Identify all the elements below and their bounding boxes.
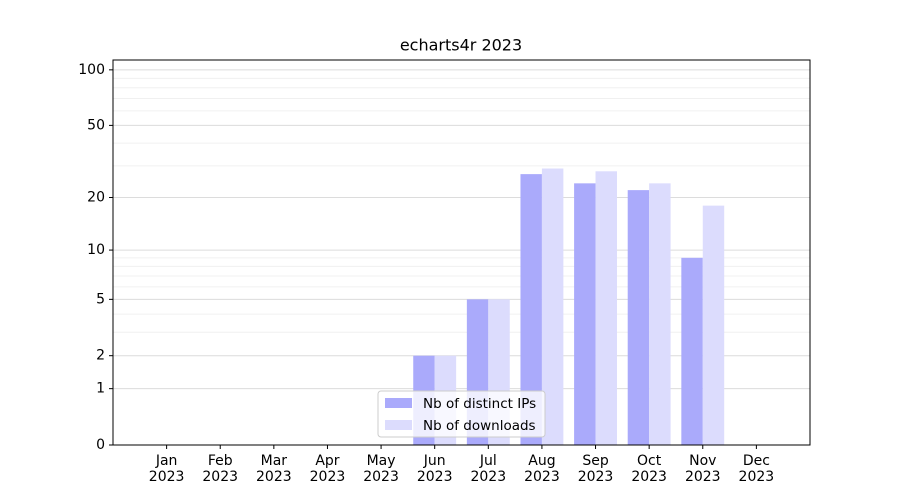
y-tick-label: 5 (96, 291, 105, 307)
y-tick-label: 1 (96, 381, 105, 397)
bar (595, 171, 617, 445)
legend-swatch (385, 420, 412, 430)
legend: Nb of distinct IPs Nb of downloads (377, 390, 546, 438)
x-tick-label: Apr 2023 (309, 453, 346, 485)
x-tick-label: Oct 2023 (631, 453, 667, 485)
bar (541, 168, 564, 445)
legend-swatch (385, 398, 412, 408)
x-tick-label: Jul 2023 (470, 453, 507, 485)
x-tick-label: Jun 2023 (416, 453, 453, 485)
bar (681, 257, 703, 445)
y-tick-label: 10 (87, 242, 105, 258)
x-tick-label: Feb 2023 (202, 453, 239, 485)
chart-title: echarts4r 2023 (400, 36, 522, 55)
plot-frame (112, 59, 811, 446)
bar (520, 174, 542, 445)
y-tick-label: 20 (87, 190, 105, 206)
bar (702, 205, 725, 445)
y-tick-label: 0 (96, 437, 105, 453)
y-tick-label: 2 (96, 348, 105, 364)
x-tick-label: Dec 2023 (738, 453, 775, 485)
x-tick-label: Mar 2023 (256, 453, 292, 485)
legend-box (377, 390, 546, 438)
x-tick-label: Aug 2023 (524, 453, 560, 485)
x-tick-label: Sep 2023 (577, 453, 614, 485)
x-tick-label: Nov 2023 (684, 453, 721, 485)
legend-label: Nb of distinct IPs (423, 396, 536, 412)
y-tick-label: 50 (87, 117, 105, 133)
bar (574, 183, 596, 445)
x-tick-label: Jan 2023 (148, 453, 185, 485)
bar (649, 183, 671, 445)
x-tick-label: May 2023 (363, 453, 399, 485)
y-tick-label: 100 (78, 62, 105, 78)
bar (627, 190, 650, 445)
legend-label: Nb of downloads (423, 418, 536, 434)
